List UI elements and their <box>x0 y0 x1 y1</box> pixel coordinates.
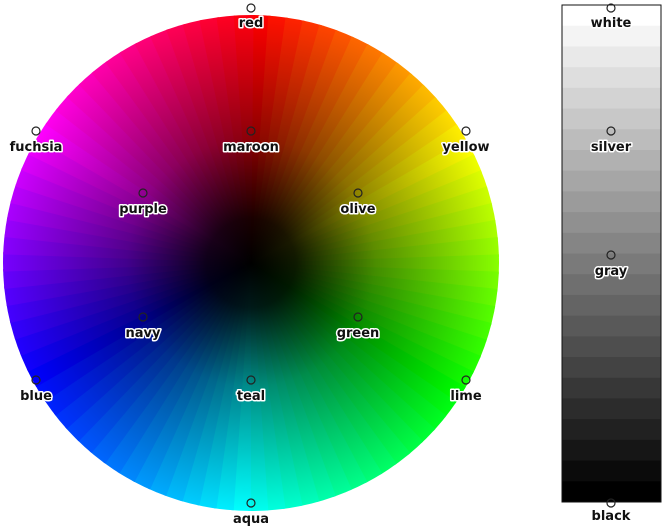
gray-band <box>562 253 661 275</box>
color-wheel-shading <box>3 15 499 511</box>
red-marker <box>246 3 256 13</box>
label-fuchsia: fuchsia <box>10 140 63 155</box>
label-teal: teal <box>237 389 265 404</box>
gray-band <box>562 108 661 130</box>
gray-band <box>562 149 661 172</box>
label-silver: silver <box>591 140 632 155</box>
gray-band <box>562 419 661 441</box>
gray-band <box>562 67 661 89</box>
gray-labels: white silver gray black <box>589 15 633 526</box>
gray-band <box>562 398 661 420</box>
gray-band <box>562 357 661 379</box>
gray-band <box>562 170 661 192</box>
white-marker <box>606 3 616 13</box>
label-maroon: maroon <box>223 140 279 155</box>
olive-marker <box>353 188 363 198</box>
gray-band <box>562 439 661 462</box>
gray-band <box>562 129 661 151</box>
label-yellow: yellow <box>442 140 489 155</box>
label-aqua: aqua <box>233 512 269 527</box>
label-white: white <box>591 16 632 31</box>
gray-bar-border <box>561 4 662 503</box>
gray-band <box>562 315 661 337</box>
label-gray: gray <box>595 264 628 279</box>
fuchsia-marker <box>31 126 41 136</box>
lime-marker <box>461 375 471 385</box>
gray-band <box>562 460 661 482</box>
yellow-marker <box>461 126 471 136</box>
label-purple: purple <box>119 202 167 217</box>
blue-marker <box>31 375 41 385</box>
wheel-markers <box>31 3 471 508</box>
label-lime: lime <box>450 389 481 404</box>
silver-marker <box>606 126 616 136</box>
gray-band <box>562 5 661 27</box>
gray-markers <box>606 3 616 508</box>
gray-band <box>562 25 661 47</box>
label-olive: olive <box>340 202 375 217</box>
gray-scale-bar <box>561 4 662 503</box>
navy-marker <box>138 312 148 322</box>
gray-band <box>562 274 661 296</box>
wheel-labels: red fuchsia yellow maroon purple olive n… <box>8 15 491 529</box>
green-marker <box>353 312 363 322</box>
gray-band <box>562 294 661 317</box>
label-navy: navy <box>126 326 162 341</box>
gray-band <box>562 212 661 234</box>
gray-marker <box>606 250 616 260</box>
gray-band <box>562 191 661 213</box>
maroon-marker <box>246 126 256 136</box>
gray-band <box>562 481 661 503</box>
gray-band <box>562 336 661 358</box>
label-blue: blue <box>20 389 52 404</box>
gray-band <box>562 87 661 110</box>
black-marker <box>606 498 616 508</box>
gray-band <box>562 232 661 254</box>
teal-marker <box>246 375 256 385</box>
label-green: green <box>337 326 380 341</box>
label-black: black <box>592 509 631 524</box>
gray-band <box>562 46 661 68</box>
label-red: red <box>239 16 264 31</box>
gray-band <box>562 377 661 399</box>
purple-marker <box>138 188 148 198</box>
aqua-marker <box>246 498 256 508</box>
